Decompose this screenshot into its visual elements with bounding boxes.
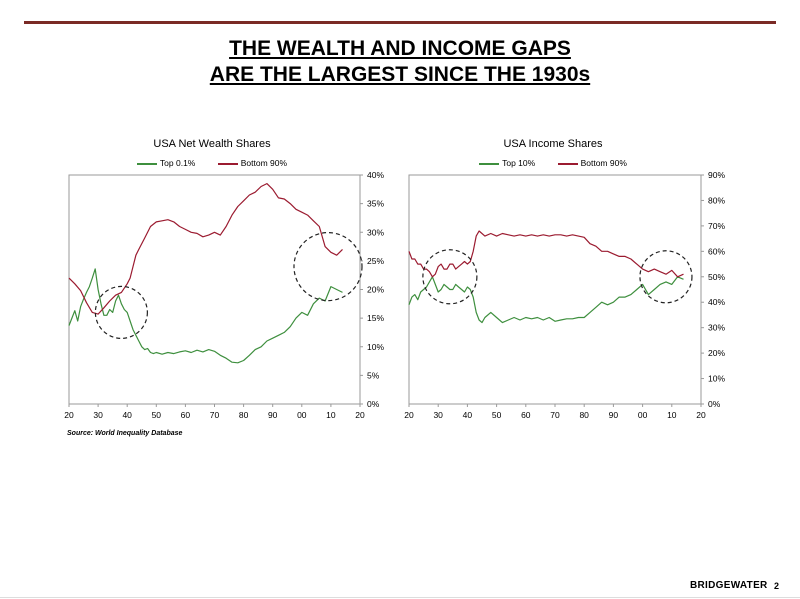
- y-tick-label: 70%: [708, 221, 725, 231]
- x-tick-label: 20: [404, 410, 414, 420]
- x-tick-label: 00: [638, 410, 648, 420]
- y-tick-label: 30%: [367, 227, 384, 237]
- chart-title: USA Net Wealth Shares: [153, 138, 271, 150]
- y-tick-label: 60%: [708, 246, 725, 256]
- x-tick-label: 20: [696, 410, 706, 420]
- x-tick-label: 60: [521, 410, 531, 420]
- x-tick-label: 30: [93, 410, 103, 420]
- source-note: Source: World Inequality Database: [67, 430, 183, 437]
- legend-label-top: Top 10%: [502, 158, 536, 168]
- y-tick-label: 40%: [367, 170, 384, 180]
- legend-swatch-bottom: [557, 163, 578, 165]
- series-line-bottom: [408, 230, 684, 278]
- highlight-circle-recent: [293, 232, 363, 302]
- y-tick-label: 10%: [708, 374, 725, 384]
- x-tick-label: 80: [579, 410, 589, 420]
- top-rule: [24, 21, 776, 24]
- legend-label-bottom: Bottom 90%: [580, 158, 627, 168]
- page-title: THE WEALTH AND INCOME GAPS ARE THE LARGE…: [0, 36, 800, 88]
- x-tick-label: 60: [181, 410, 191, 420]
- x-tick-label: 30: [433, 410, 443, 420]
- x-tick-label: 50: [492, 410, 502, 420]
- y-tick-label: 40%: [708, 297, 725, 307]
- x-tick-label: 00: [297, 410, 307, 420]
- series-line-bottom: [68, 182, 343, 315]
- chart-legend: Top 10% Bottom 90%: [383, 158, 723, 168]
- y-tick-label: 30%: [708, 323, 725, 333]
- legend-swatch-top: [136, 163, 157, 165]
- y-tick-label: 25%: [367, 256, 384, 266]
- x-tick-label: 70: [210, 410, 220, 420]
- wealth-plot: 20 30 40 50 60 70 80 90 00 10 200%5%10%15%20%25%30…: [64, 170, 384, 420]
- legend-label-bottom: Bottom 90%: [240, 158, 288, 168]
- legend-swatch-bottom: [217, 163, 238, 165]
- x-tick-label: 50: [152, 410, 162, 420]
- legend-swatch-top: [479, 163, 500, 165]
- legend-item-top: Top 10%: [479, 158, 535, 168]
- series-line-top: [408, 276, 684, 324]
- y-tick-label: 20%: [708, 348, 725, 358]
- y-tick-label: 20%: [367, 285, 384, 295]
- highlight-circle-recent: [639, 250, 693, 304]
- y-tick-label: 0%: [708, 399, 721, 409]
- page-number: 2: [774, 581, 780, 591]
- y-tick-label: 50%: [708, 272, 725, 282]
- wealth-chart: USA Net Wealth Shares Top 0.1% Bottom 90…: [42, 122, 384, 452]
- x-tick-label: 10: [326, 410, 336, 420]
- legend-item-bottom: Bottom 90%: [557, 158, 627, 168]
- x-tick-label: 90: [268, 410, 278, 420]
- x-tick-label: 40: [463, 410, 473, 420]
- series-line-top: [68, 268, 343, 364]
- brand-logo: BRIDGEWATER: [690, 580, 768, 591]
- y-tick-label: 90%: [708, 170, 725, 180]
- x-tick-label: 20: [355, 410, 365, 420]
- title-line-1: THE WEALTH AND INCOME GAPS: [229, 37, 571, 60]
- x-tick-label: 20: [64, 410, 74, 420]
- plot-area: [68, 174, 361, 405]
- chart-title: USA Income Shares: [503, 138, 603, 150]
- legend-label-top: Top 0.1%: [159, 158, 196, 168]
- x-tick-label: 70: [550, 410, 560, 420]
- title-line-2: ARE THE LARGEST SINCE THE 1930s: [209, 63, 591, 86]
- income-chart: USA Income Shares Top 10% Bottom 90% 20 3…: [383, 122, 725, 452]
- bottom-rule: [0, 597, 800, 598]
- y-tick-label: 15%: [367, 313, 384, 323]
- y-tick-label: 0%: [367, 399, 380, 409]
- x-tick-label: 40: [122, 410, 132, 420]
- highlight-circle-early: [422, 249, 478, 305]
- legend-item-bottom: Bottom 90%: [217, 158, 288, 168]
- legend-item-top: Top 0.1%: [136, 158, 196, 168]
- y-tick-label: 35%: [367, 199, 384, 209]
- chart-legend: Top 0.1% Bottom 90%: [42, 158, 382, 168]
- income-plot: 20 30 40 50 60 70 80 90 00 10 200%10%20%30%40%50%6…: [404, 170, 725, 420]
- x-tick-label: 10: [667, 410, 677, 420]
- highlight-circle-early: [94, 285, 148, 339]
- y-tick-label: 5%: [367, 370, 380, 380]
- y-tick-label: 80%: [708, 195, 725, 205]
- x-tick-label: 90: [609, 410, 619, 420]
- y-tick-label: 10%: [367, 342, 384, 352]
- x-tick-label: 80: [239, 410, 249, 420]
